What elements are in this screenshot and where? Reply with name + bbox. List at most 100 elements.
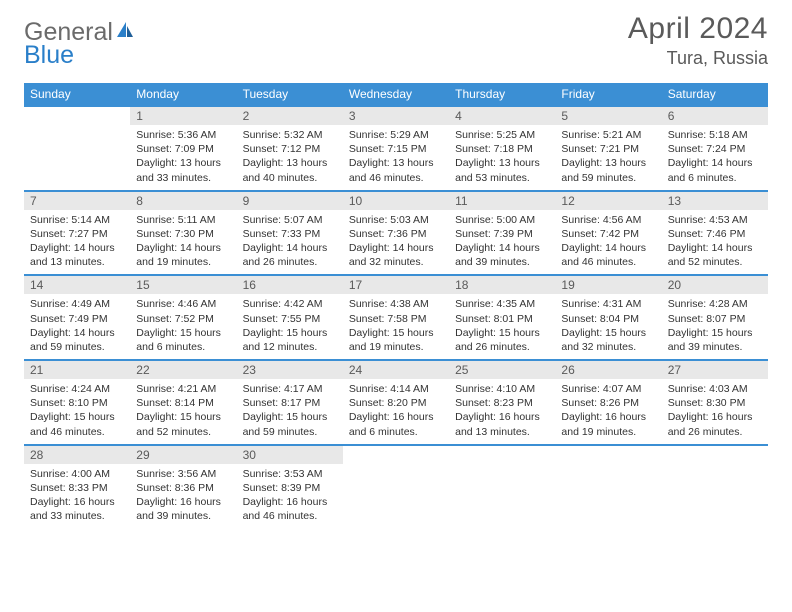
- weekday-header: Thursday: [449, 83, 555, 106]
- day-number: 1: [130, 107, 236, 125]
- sunset-text: Sunset: 7:39 PM: [455, 227, 549, 241]
- sunrise-text: Sunrise: 4:07 AM: [561, 382, 655, 396]
- location: Tura, Russia: [628, 48, 768, 69]
- sunset-text: Sunset: 7:27 PM: [30, 227, 124, 241]
- day-number: 12: [555, 192, 661, 210]
- daylight-text: Daylight: 16 hours and 26 minutes.: [668, 410, 762, 438]
- weekday-header: Monday: [130, 83, 236, 106]
- daylight-text: Daylight: 15 hours and 46 minutes.: [30, 410, 124, 438]
- daylight-text: Daylight: 13 hours and 40 minutes.: [243, 156, 337, 184]
- daylight-text: Daylight: 16 hours and 33 minutes.: [30, 495, 124, 523]
- week-row: 14Sunrise: 4:49 AMSunset: 7:49 PMDayligh…: [24, 275, 768, 360]
- day-content: Sunrise: 5:03 AMSunset: 7:36 PMDaylight:…: [343, 210, 449, 275]
- day-number: 24: [343, 361, 449, 379]
- sunset-text: Sunset: 7:12 PM: [243, 142, 337, 156]
- sunset-text: Sunset: 7:55 PM: [243, 312, 337, 326]
- sunset-text: Sunset: 8:20 PM: [349, 396, 443, 410]
- day-cell: 27 Sunrise: 4:03 AMSunset: 8:30 PMDayligh…: [662, 360, 768, 445]
- daylight-text: Daylight: 15 hours and 26 minutes.: [455, 326, 549, 354]
- sunset-text: Sunset: 8:10 PM: [30, 396, 124, 410]
- day-number: 22: [130, 361, 236, 379]
- day-cell: 30Sunrise: 3:53 AMSunset: 8:39 PMDayligh…: [237, 445, 343, 529]
- sunrise-text: Sunrise: 5:25 AM: [455, 128, 549, 142]
- sunrise-text: Sunrise: 4:21 AM: [136, 382, 230, 396]
- sunrise-text: Sunrise: 4:46 AM: [136, 297, 230, 311]
- day-content: Sunrise: 5:29 AMSunset: 7:15 PMDaylight:…: [343, 125, 449, 190]
- daylight-text: Daylight: 13 hours and 59 minutes.: [561, 156, 655, 184]
- day-content: Sunrise: 5:18 AMSunset: 7:24 PMDaylight:…: [662, 125, 768, 190]
- sunset-text: Sunset: 7:24 PM: [668, 142, 762, 156]
- day-cell: 22Sunrise: 4:21 AMSunset: 8:14 PMDayligh…: [130, 360, 236, 445]
- day-content: Sunrise: 4:07 AMSunset: 8:26 PMDaylight:…: [555, 379, 661, 444]
- daylight-text: Daylight: 13 hours and 33 minutes.: [136, 156, 230, 184]
- day-number: 15: [130, 276, 236, 294]
- day-cell: 21Sunrise: 4:24 AMSunset: 8:10 PMDayligh…: [24, 360, 130, 445]
- sunset-text: Sunset: 7:49 PM: [30, 312, 124, 326]
- sunset-text: Sunset: 7:21 PM: [561, 142, 655, 156]
- day-cell: 25Sunrise: 4:10 AMSunset: 8:23 PMDayligh…: [449, 360, 555, 445]
- day-content: Sunrise: 4:42 AMSunset: 7:55 PMDaylight:…: [237, 294, 343, 359]
- day-content: Sunrise: 3:53 AMSunset: 8:39 PMDaylight:…: [237, 464, 343, 529]
- day-content: Sunrise: 5:36 AMSunset: 7:09 PMDaylight:…: [130, 125, 236, 190]
- day-number: 6: [662, 107, 768, 125]
- day-cell: [662, 445, 768, 529]
- title-block: April 2024 Tura, Russia: [628, 12, 768, 69]
- day-number: 17: [343, 276, 449, 294]
- sunrise-text: Sunrise: 5:00 AM: [455, 213, 549, 227]
- day-cell: 28Sunrise: 4:00 AMSunset: 8:33 PMDayligh…: [24, 445, 130, 529]
- daylight-text: Daylight: 15 hours and 52 minutes.: [136, 410, 230, 438]
- day-cell: [343, 445, 449, 529]
- day-number: 16: [237, 276, 343, 294]
- day-cell: 16Sunrise: 4:42 AMSunset: 7:55 PMDayligh…: [237, 275, 343, 360]
- header: General April 2024 Tura, Russia: [24, 12, 768, 69]
- sunset-text: Sunset: 8:14 PM: [136, 396, 230, 410]
- day-content: Sunrise: 4:24 AMSunset: 8:10 PMDaylight:…: [24, 379, 130, 444]
- calendar-table: SundayMondayTuesdayWednesdayThursdayFrid…: [24, 83, 768, 529]
- day-content: Sunrise: 5:14 AMSunset: 7:27 PMDaylight:…: [24, 210, 130, 275]
- daylight-text: Daylight: 14 hours and 59 minutes.: [30, 326, 124, 354]
- daylight-text: Daylight: 14 hours and 32 minutes.: [349, 241, 443, 269]
- day-content: Sunrise: 4:35 AMSunset: 8:01 PMDaylight:…: [449, 294, 555, 359]
- sunset-text: Sunset: 7:42 PM: [561, 227, 655, 241]
- day-cell: 17Sunrise: 4:38 AMSunset: 7:58 PMDayligh…: [343, 275, 449, 360]
- sunrise-text: Sunrise: 5:36 AM: [136, 128, 230, 142]
- sunset-text: Sunset: 8:30 PM: [668, 396, 762, 410]
- sunset-text: Sunset: 8:04 PM: [561, 312, 655, 326]
- day-number: 2: [237, 107, 343, 125]
- sunset-text: Sunset: 8:39 PM: [243, 481, 337, 495]
- day-content: Sunrise: 5:11 AMSunset: 7:30 PMDaylight:…: [130, 210, 236, 275]
- sunset-text: Sunset: 7:09 PM: [136, 142, 230, 156]
- weekday-header: Sunday: [24, 83, 130, 106]
- daylight-text: Daylight: 13 hours and 53 minutes.: [455, 156, 549, 184]
- sunrise-text: Sunrise: 4:49 AM: [30, 297, 124, 311]
- sunrise-text: Sunrise: 4:03 AM: [668, 382, 762, 396]
- day-content: Sunrise: 4:38 AMSunset: 7:58 PMDaylight:…: [343, 294, 449, 359]
- day-content: Sunrise: 5:25 AMSunset: 7:18 PMDaylight:…: [449, 125, 555, 190]
- day-content: Sunrise: 4:21 AMSunset: 8:14 PMDaylight:…: [130, 379, 236, 444]
- daylight-text: Daylight: 16 hours and 39 minutes.: [136, 495, 230, 523]
- weekday-header: Friday: [555, 83, 661, 106]
- sunset-text: Sunset: 7:46 PM: [668, 227, 762, 241]
- week-row: 28Sunrise: 4:00 AMSunset: 8:33 PMDayligh…: [24, 445, 768, 529]
- day-cell: 8Sunrise: 5:11 AMSunset: 7:30 PMDaylight…: [130, 191, 236, 276]
- day-cell: 1Sunrise: 5:36 AMSunset: 7:09 PMDaylight…: [130, 106, 236, 191]
- week-row: 7Sunrise: 5:14 AMSunset: 7:27 PMDaylight…: [24, 191, 768, 276]
- day-number: 20: [662, 276, 768, 294]
- day-content: Sunrise: 4:56 AMSunset: 7:42 PMDaylight:…: [555, 210, 661, 275]
- day-cell: 24Sunrise: 4:14 AMSunset: 8:20 PMDayligh…: [343, 360, 449, 445]
- sunrise-text: Sunrise: 4:10 AM: [455, 382, 549, 396]
- sunrise-text: Sunrise: 3:53 AM: [243, 467, 337, 481]
- day-cell: [24, 106, 130, 191]
- day-cell: 10Sunrise: 5:03 AMSunset: 7:36 PMDayligh…: [343, 191, 449, 276]
- day-content: Sunrise: 4:31 AMSunset: 8:04 PMDaylight:…: [555, 294, 661, 359]
- day-number: 10: [343, 192, 449, 210]
- day-cell: 19Sunrise: 4:31 AMSunset: 8:04 PMDayligh…: [555, 275, 661, 360]
- daylight-text: Daylight: 15 hours and 39 minutes.: [668, 326, 762, 354]
- day-number: 27: [662, 361, 768, 379]
- logo-text-part2: Blue: [24, 41, 74, 70]
- day-number: 7: [24, 192, 130, 210]
- day-content: Sunrise: 4:46 AMSunset: 7:52 PMDaylight:…: [130, 294, 236, 359]
- daylight-text: Daylight: 15 hours and 59 minutes.: [243, 410, 337, 438]
- sunrise-text: Sunrise: 5:11 AM: [136, 213, 230, 227]
- sunset-text: Sunset: 8:01 PM: [455, 312, 549, 326]
